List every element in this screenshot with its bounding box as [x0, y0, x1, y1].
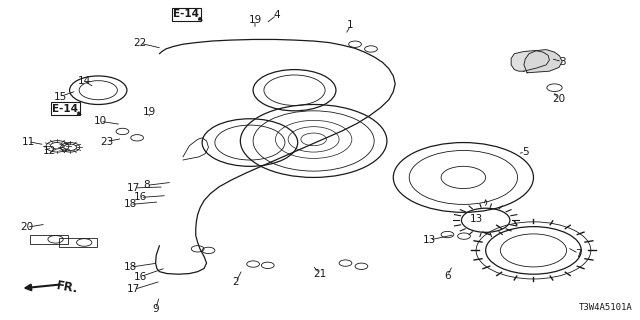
- Text: 19: 19: [248, 15, 262, 25]
- Text: 8: 8: [143, 180, 150, 190]
- Text: 16: 16: [134, 272, 147, 282]
- Text: 20: 20: [552, 94, 565, 104]
- Text: 9: 9: [152, 304, 159, 314]
- Text: 1: 1: [348, 20, 354, 30]
- Text: E-14: E-14: [52, 104, 78, 114]
- Text: 4: 4: [273, 10, 280, 20]
- Text: T3W4A5101A: T3W4A5101A: [579, 303, 632, 312]
- Text: 17: 17: [127, 183, 141, 193]
- Text: 14: 14: [77, 76, 91, 86]
- Text: 13: 13: [423, 235, 436, 245]
- Text: 5: 5: [522, 147, 529, 157]
- Text: 18: 18: [124, 199, 137, 209]
- Text: 7: 7: [575, 249, 582, 259]
- Text: 19: 19: [143, 107, 156, 117]
- Text: 10: 10: [93, 116, 107, 126]
- Text: 12: 12: [43, 146, 56, 156]
- Text: 3: 3: [559, 57, 566, 67]
- Text: 16: 16: [134, 192, 147, 203]
- Bar: [30, 235, 68, 244]
- Text: FR.: FR.: [56, 279, 79, 296]
- Bar: [59, 238, 97, 247]
- Text: 18: 18: [124, 262, 137, 272]
- Text: 20: 20: [20, 222, 33, 232]
- Text: 11: 11: [22, 137, 35, 147]
- Text: 13: 13: [470, 214, 483, 224]
- Polygon shape: [511, 51, 549, 71]
- Text: 23: 23: [100, 137, 113, 147]
- Polygon shape: [524, 50, 562, 73]
- Text: 6: 6: [444, 271, 451, 281]
- Text: 2: 2: [232, 277, 239, 287]
- Text: E-14: E-14: [173, 9, 199, 19]
- Text: 22: 22: [134, 38, 147, 48]
- Text: 17: 17: [127, 284, 141, 294]
- Text: 21: 21: [314, 268, 326, 279]
- Text: 15: 15: [53, 92, 67, 101]
